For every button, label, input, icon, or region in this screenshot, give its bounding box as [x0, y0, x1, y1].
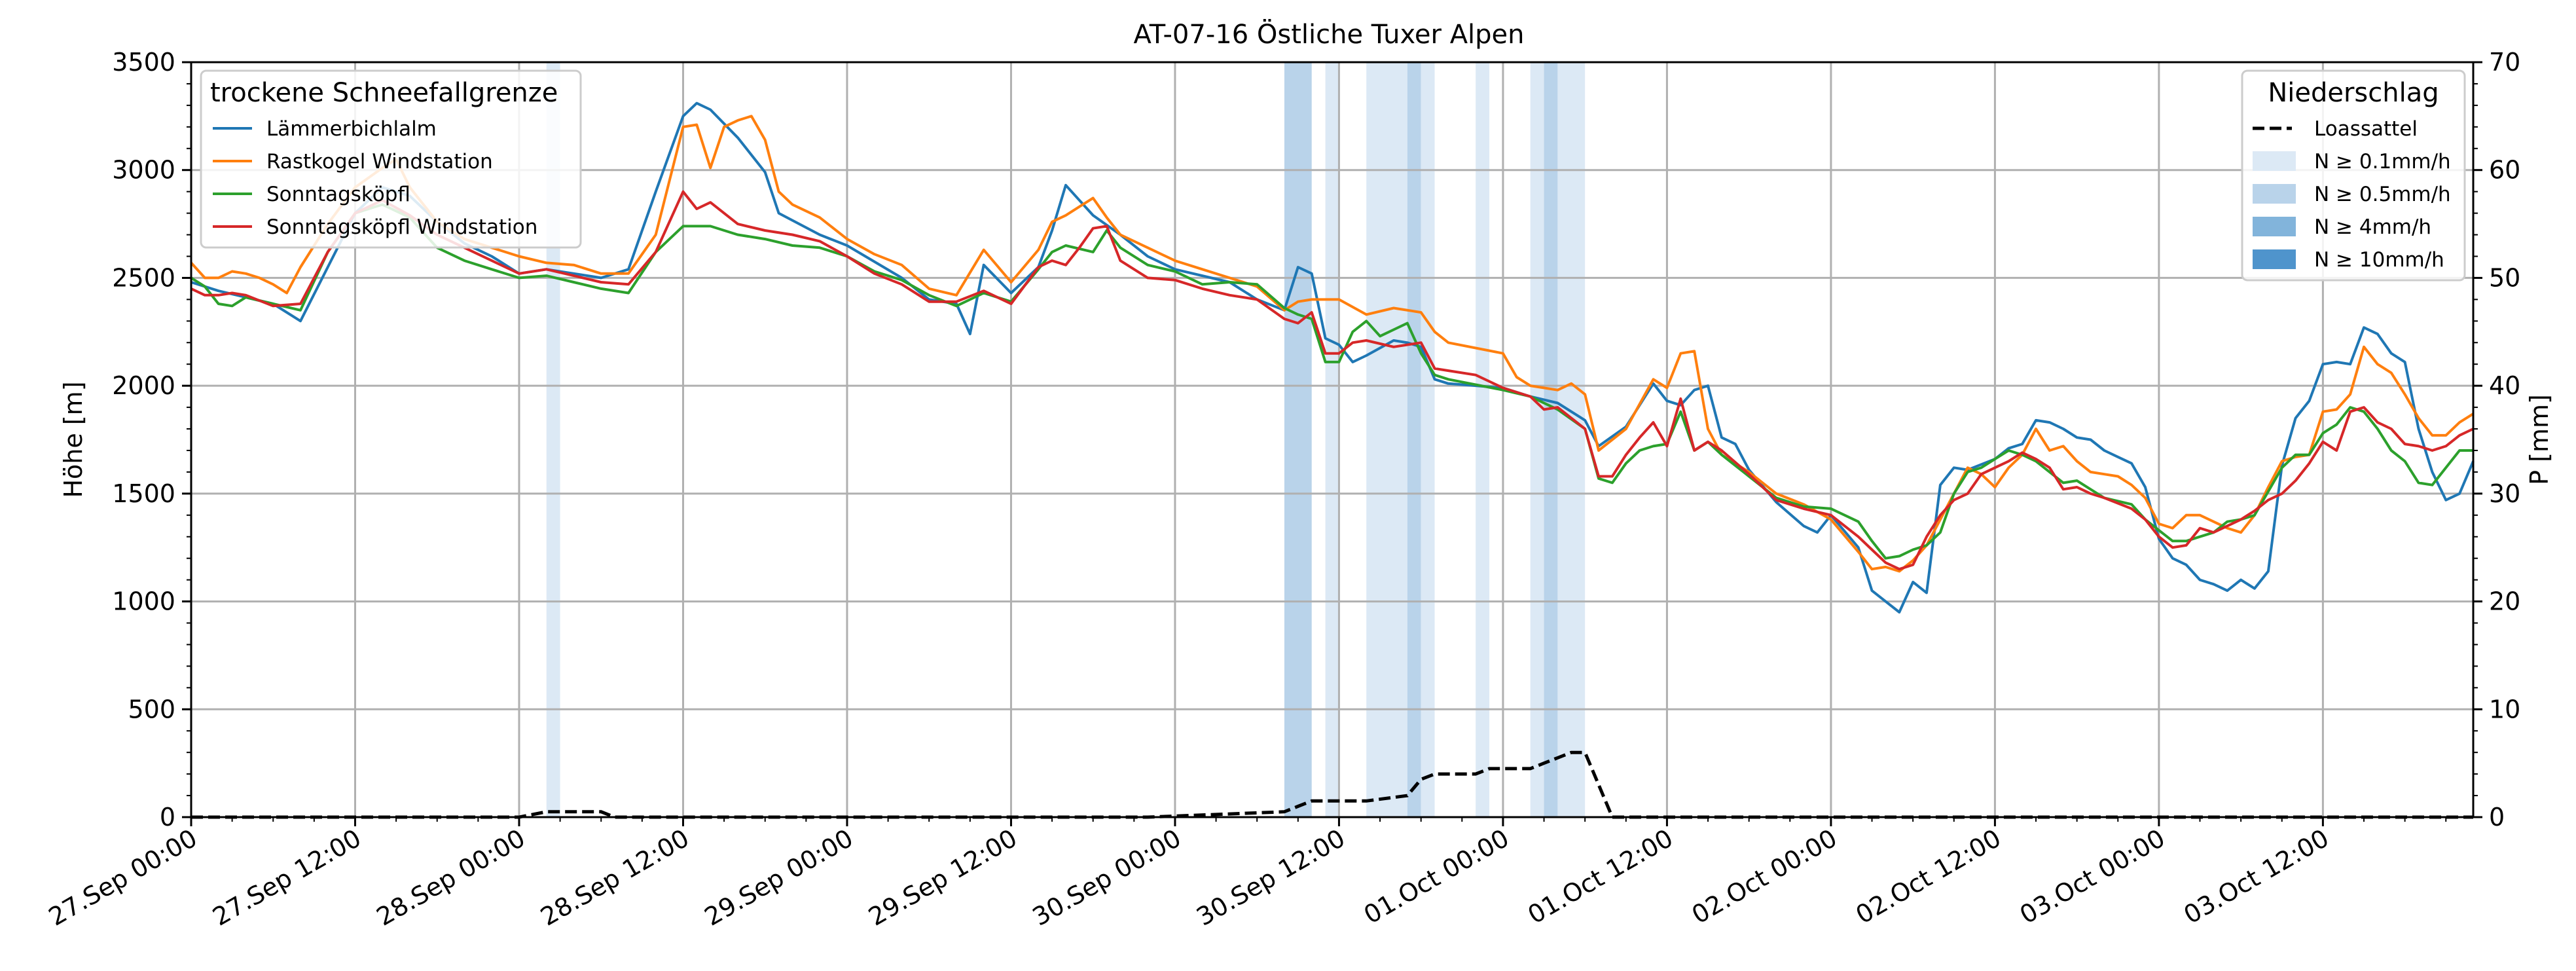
series-line-3: [190, 190, 2474, 571]
legend-right-box: [2241, 69, 2466, 282]
y-left-tick-label: 2500: [112, 263, 175, 292]
legend-left-box: [200, 69, 582, 249]
legend-left: trockene Schneefallgrenze Lämmerbichlalm R…: [200, 69, 582, 249]
plot-frame: [190, 61, 2475, 818]
y-left-tick-label: 0: [160, 803, 175, 832]
y-right-tick-label: 60: [2489, 156, 2520, 185]
precip-band: [1325, 62, 1339, 817]
legend-right-title: Niederschlag: [2268, 78, 2439, 108]
legend-left-label: Sonntagsköpfl Windstation: [266, 215, 537, 239]
chart-title: AT-07-16 Östliche Tuxer Alpen: [1133, 18, 1524, 50]
legend-right: Niederschlag Loassattel N ≥ 0.1mm/h N ≥ 0.5…: [2241, 69, 2466, 282]
legend-right-band-swatch: [2253, 151, 2296, 171]
y-right-tick-label: 50: [2489, 263, 2520, 292]
y-left-tick-label: 3000: [112, 156, 175, 185]
precip-band: [1476, 62, 1490, 817]
legend-right-band-label: N ≥ 0.1mm/h: [2314, 150, 2451, 174]
legend-right-band-swatch: [2253, 184, 2296, 204]
y-right-tick-label: 30: [2489, 479, 2520, 508]
y-right-tick-label: 0: [2489, 803, 2505, 832]
precip-line: [191, 750, 2473, 819]
y-axis-left-label: Höhe [m]: [59, 381, 88, 498]
precip-band: [1421, 62, 1435, 817]
y-left-tick-label: 1500: [112, 479, 175, 508]
legend-left-label: Sonntagsköpfl: [266, 183, 410, 206]
y-right-tick-label: 10: [2489, 695, 2520, 724]
y-axis-right-label: P [mm]: [2525, 394, 2554, 485]
y-right-tick-label: 70: [2489, 48, 2520, 77]
legend-left-label: Lämmerbichlalm: [266, 117, 437, 141]
y-left-tick-label: 500: [128, 695, 175, 724]
legend-right-band-swatch: [2253, 249, 2296, 269]
legend-right-band-label: N ≥ 4mm/h: [2314, 215, 2431, 239]
y-left-tick-label: 2000: [112, 371, 175, 400]
series-lines: [190, 101, 2475, 819]
legend-right-band-label: N ≥ 10mm/h: [2314, 248, 2444, 272]
precip-bands: [546, 62, 1586, 817]
legend-left-title: trockene Schneefallgrenze: [210, 78, 558, 108]
precip-band: [546, 62, 560, 817]
precip-band: [1530, 62, 1544, 817]
legend-left-label: Rastkogel Windstation: [266, 150, 493, 174]
y-right-tick-label: 40: [2489, 371, 2520, 400]
y-left-tick-label: 3500: [112, 48, 175, 77]
y-left-tick-label: 1000: [112, 587, 175, 616]
precip-band: [1407, 62, 1421, 817]
precip-band: [1557, 62, 1586, 817]
legend-right-band-swatch: [2253, 217, 2296, 236]
precip-band: [1284, 62, 1312, 817]
precip-band: [1366, 62, 1407, 817]
legend-right-line-label: Loassattel: [2314, 117, 2418, 141]
legend-right-band-label: N ≥ 0.5mm/h: [2314, 183, 2451, 206]
precip-band: [1544, 62, 1558, 817]
y-right-tick-label: 20: [2489, 587, 2520, 616]
series-line-1: [190, 115, 2475, 573]
